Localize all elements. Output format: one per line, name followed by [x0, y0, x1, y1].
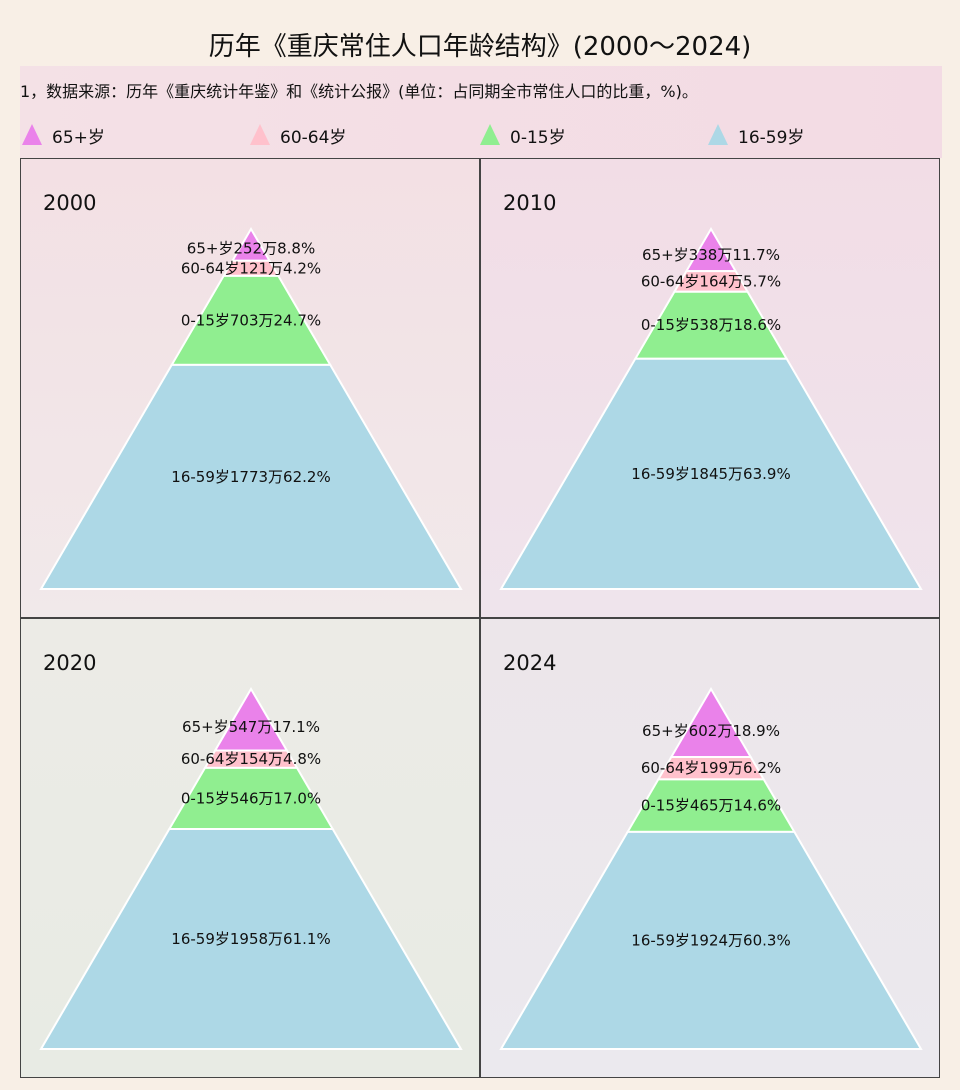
segment-label: 16-59岁1958万61.1% — [171, 930, 330, 948]
panel-year: 2000 — [43, 191, 97, 215]
chart-title: 历年《重庆常住人口年龄结构》(2000～2024) — [208, 32, 752, 62]
pyramid-segment-16-59岁 — [39, 363, 463, 590]
header-band — [20, 66, 942, 158]
segment-label: 60-64岁154万4.8% — [181, 750, 321, 768]
legend-label: 60-64岁 — [280, 128, 347, 148]
legend-label: 0-15岁 — [510, 128, 566, 148]
pyramid-segment-16-59岁 — [499, 357, 923, 590]
panel-2020: 2020 65+岁547万17.1% 60-64岁154万4.8% 0-15岁546… — [20, 618, 480, 1078]
panel-year: 2024 — [503, 651, 557, 675]
legend-triangle-icon — [708, 124, 728, 145]
pyramid-2000: 65+岁252万8.8%60-64岁121万4.2% 0-15岁703万24.7%… — [39, 227, 463, 590]
legend-label: 16-59岁 — [738, 128, 805, 148]
panel-2010: 2010 65+岁338万11.7% 60-64岁164万5.7% 0-15岁538… — [480, 158, 940, 618]
pyramid-2024: 65+岁602万18.9% 60-64岁199万6.2% 0-15岁465万14.6… — [499, 687, 923, 1050]
segment-label: 0-15岁546万17.0% — [181, 789, 321, 807]
panel-year: 2020 — [43, 651, 97, 675]
legend-triangle-icon — [250, 124, 270, 145]
segment-label: 65+岁547万17.1% — [182, 718, 320, 736]
segment-label: 16-59岁1773万62.2% — [171, 468, 330, 486]
source-note: 1，数据来源：历年《重庆统计年鉴》和《统计公报》(单位：占同期全市常住人口的比重… — [20, 82, 698, 101]
segment-label: 65+岁252万8.8% — [187, 240, 315, 258]
segment-label: 60-64岁199万6.2% — [641, 759, 781, 777]
segment-label: 0-15岁465万14.6% — [641, 797, 781, 815]
legend-triangle-icon — [22, 124, 42, 145]
panel-2024: 2024 65+岁602万18.9% 60-64岁199万6.2% 0-15岁465… — [480, 618, 940, 1078]
segment-label: 65+岁602万18.9% — [642, 722, 780, 740]
panel-2000: 2000 65+岁252万8.8% 60-64岁121万4.2% 0-15岁703万… — [20, 158, 480, 618]
pyramid-segment-16-59岁 — [499, 830, 923, 1050]
segment-label: 60-64岁121万4.2% — [181, 259, 321, 277]
segment-label: 0-15岁703万24.7% — [181, 311, 321, 329]
legend-label: 65+岁 — [52, 128, 105, 148]
segment-label: 16-59岁1845万63.9% — [631, 465, 790, 483]
segment-label: 65+岁338万11.7% — [642, 246, 780, 264]
legend-triangle-icon — [480, 124, 500, 145]
pyramid-segment-16-59岁 — [39, 828, 463, 1050]
pyramid-2010: 65+岁338万11.7% 60-64岁164万5.7% 0-15岁538万18.6… — [499, 227, 923, 590]
panel-year: 2010 — [503, 191, 557, 215]
segment-label: 16-59岁1924万60.3% — [631, 931, 790, 949]
segment-label: 0-15岁538万18.6% — [641, 316, 781, 334]
pyramid-2020: 65+岁547万17.1% 60-64岁154万4.8% 0-15岁546万17.0… — [39, 687, 463, 1050]
segment-label: 60-64岁164万5.7% — [641, 272, 781, 290]
